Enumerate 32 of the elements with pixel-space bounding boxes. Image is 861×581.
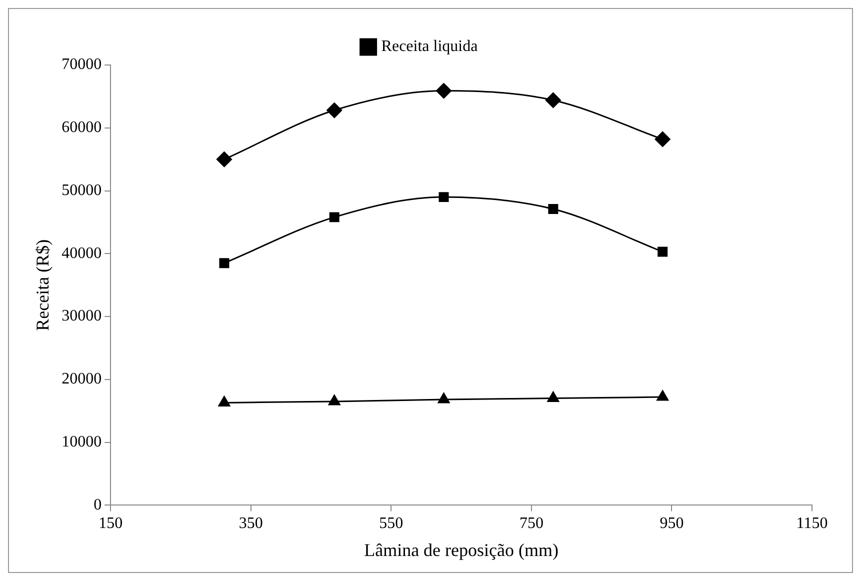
y-tick-label: 60000	[62, 119, 102, 136]
point	[328, 394, 340, 406]
point	[654, 131, 670, 147]
x-axis-title: Lâmina de reposição (mm)	[364, 540, 559, 560]
x-tick-label: 950	[660, 515, 684, 532]
point	[329, 212, 340, 222]
y-tick-label: 0	[94, 496, 102, 514]
x-tick-label: 350	[238, 515, 263, 532]
y-axis-title: Receita (R$)	[32, 239, 53, 331]
x-tick-label: 150	[98, 515, 123, 532]
point	[658, 246, 668, 257]
y-tick-label: 50000	[62, 182, 102, 199]
point	[438, 392, 450, 404]
y-tick-label: 20000	[62, 370, 102, 388]
point	[548, 204, 558, 214]
point	[545, 92, 561, 108]
y-tick-label: 30000	[62, 308, 102, 325]
point	[656, 390, 669, 401]
point	[547, 392, 560, 402]
point	[219, 258, 230, 268]
legend-label: Receita liquida	[381, 38, 478, 56]
x-tick-label: 750	[519, 515, 544, 532]
y-tick-label: 40000	[62, 244, 102, 262]
point	[216, 152, 232, 168]
y-tick-label: 10000	[62, 434, 102, 451]
y-tick-label: 70000	[62, 56, 102, 74]
point	[438, 192, 449, 202]
point	[326, 102, 342, 118]
x-tick-label: 1150	[796, 515, 828, 532]
point	[436, 83, 452, 99]
point	[218, 396, 230, 406]
x-tick-label: 550	[379, 515, 404, 532]
